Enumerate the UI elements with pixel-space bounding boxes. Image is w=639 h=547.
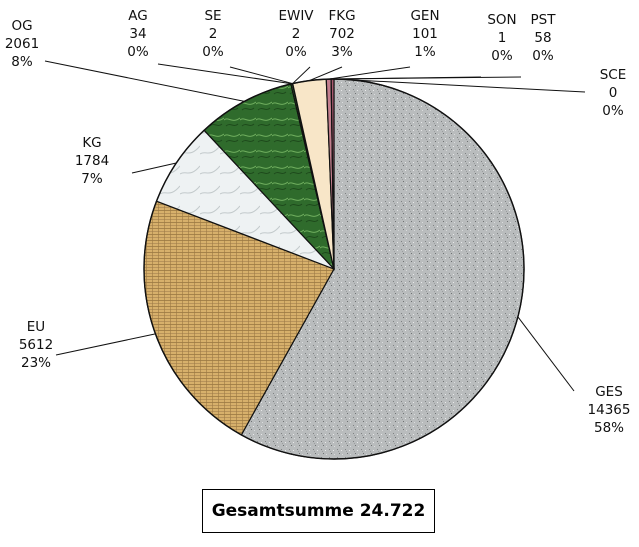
slice-name-pst: PST	[531, 12, 557, 28]
slice-name-ewiv: EWIV	[278, 8, 314, 24]
leader-line-gen	[328, 66, 411, 80]
slice-percent-gen: 1%	[414, 44, 436, 60]
slice-percent-se: 0%	[202, 44, 224, 60]
leader-line-fkg	[309, 66, 343, 82]
slice-name-gen: GEN	[410, 8, 439, 24]
slice-name-son: SON	[487, 12, 516, 28]
slice-percent-son: 0%	[491, 48, 513, 64]
slice-value-eu: 5612	[19, 337, 53, 353]
leader-line-ag	[157, 63, 292, 85]
slice-name-kg: KG	[82, 135, 101, 151]
slice-value-ewiv: 2	[292, 26, 301, 42]
slice-percent-pst: 0%	[532, 48, 554, 64]
slice-name-ag: AG	[128, 8, 147, 24]
slice-value-kg: 1784	[75, 153, 109, 169]
slice-value-ges: 14365	[588, 402, 631, 418]
slice-value-og: 2061	[5, 36, 39, 52]
leader-line-se	[229, 66, 293, 85]
slice-percent-kg: 7%	[81, 171, 103, 187]
slice-percent-ewiv: 0%	[285, 44, 307, 60]
slice-value-son: 1	[498, 30, 507, 46]
slice-name-og: OG	[11, 18, 32, 34]
slice-value-se: 2	[209, 26, 218, 42]
slice-name-sce: SCE	[600, 67, 627, 83]
leader-line-kg	[131, 162, 177, 174]
leader-line-eu	[55, 333, 156, 356]
slice-percent-sce: 0%	[602, 103, 624, 119]
total-box: Gesamtsumme 24.722	[202, 489, 435, 533]
slice-percent-fkg: 3%	[331, 44, 353, 60]
total-label: Gesamtsumme 24.722	[211, 501, 426, 521]
slice-value-pst: 58	[534, 30, 551, 46]
slice-name-eu: EU	[27, 319, 45, 335]
slice-percent-og: 8%	[11, 54, 33, 70]
slice-percent-ag: 0%	[127, 44, 149, 60]
slice-percent-eu: 23%	[21, 355, 51, 371]
slice-value-gen: 101	[412, 26, 438, 42]
slice-name-ges: GES	[595, 384, 623, 400]
slice-name-fkg: FKG	[328, 8, 355, 24]
leader-line-ewiv	[292, 66, 311, 84]
slice-value-ag: 34	[129, 26, 146, 42]
slice-percent-ges: 58%	[594, 420, 624, 436]
leader-line-og	[44, 60, 245, 102]
leader-line-sce	[333, 78, 586, 93]
slice-value-fkg: 702	[329, 26, 355, 42]
slice-value-sce: 0	[609, 85, 618, 101]
slice-name-se: SE	[204, 8, 221, 24]
leader-line-pst	[332, 76, 522, 80]
leader-line-ges	[517, 316, 575, 392]
